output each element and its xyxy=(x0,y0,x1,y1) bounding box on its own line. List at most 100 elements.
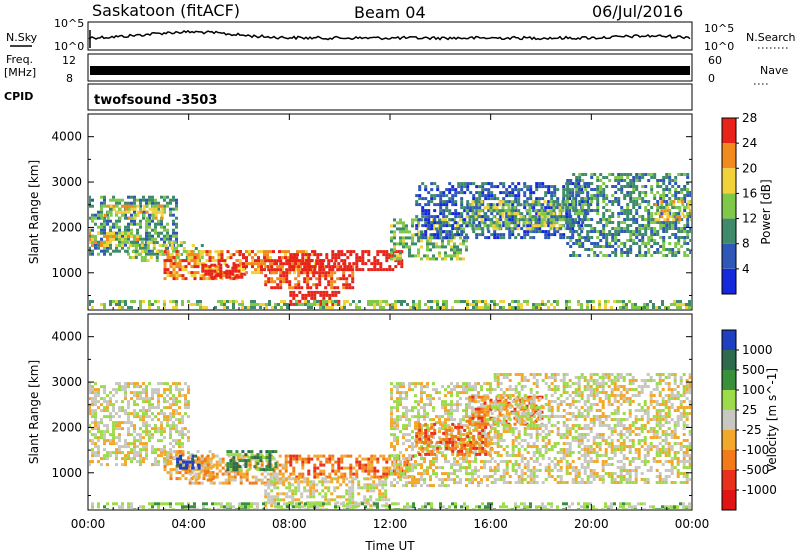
data-cell xyxy=(647,218,651,221)
data-cell xyxy=(445,203,449,207)
data-cell xyxy=(279,283,283,287)
data-cell xyxy=(124,445,127,449)
data-cell xyxy=(175,216,178,220)
data-cell xyxy=(115,225,118,229)
data-cell xyxy=(333,262,337,266)
data-cell xyxy=(327,283,331,287)
data-cell xyxy=(638,230,642,233)
data-cell xyxy=(620,248,624,251)
data-cell xyxy=(373,457,377,461)
data-cell xyxy=(504,221,508,225)
data-cell xyxy=(175,453,179,457)
data-cell xyxy=(303,277,307,281)
data-cell xyxy=(307,268,311,272)
data-cell xyxy=(584,248,588,251)
data-cell xyxy=(360,486,364,490)
data-cell xyxy=(477,203,481,207)
data-cell xyxy=(408,385,411,389)
data-cell xyxy=(148,213,151,217)
data-cell xyxy=(181,421,184,425)
data-cell xyxy=(414,415,417,419)
data-cell xyxy=(175,225,178,229)
data-cell xyxy=(205,250,209,254)
data-cell xyxy=(575,212,579,215)
data-cell xyxy=(224,463,228,467)
data-cell xyxy=(91,385,94,389)
data-cell xyxy=(626,251,630,254)
data-cell xyxy=(327,489,331,493)
data-cell xyxy=(405,457,408,461)
data-cell xyxy=(393,248,396,252)
data-cell xyxy=(169,415,172,419)
data-cell xyxy=(572,197,576,200)
data-cell xyxy=(348,480,352,484)
data-cell xyxy=(155,241,159,244)
data-cell xyxy=(544,236,548,240)
data-cell xyxy=(244,306,247,309)
data-cell xyxy=(175,262,179,266)
data-cell xyxy=(184,400,187,404)
data-cell xyxy=(399,460,402,464)
data-cell xyxy=(370,460,374,464)
data-cell xyxy=(411,382,414,386)
data-cell xyxy=(295,300,298,303)
data-cell xyxy=(526,233,530,237)
data-cell xyxy=(328,296,332,300)
data-cell xyxy=(339,483,343,487)
data-cell xyxy=(679,303,682,306)
data-cell xyxy=(166,459,170,463)
data-cell xyxy=(644,230,648,233)
data-cell xyxy=(121,451,124,455)
data-cell xyxy=(578,173,582,176)
data-cell xyxy=(572,230,576,233)
data-cell xyxy=(163,382,166,386)
data-cell xyxy=(629,239,633,242)
data-cell xyxy=(106,439,109,443)
data-cell xyxy=(298,299,302,303)
data-cell xyxy=(312,489,316,493)
data-cell xyxy=(193,303,196,306)
data-cell xyxy=(543,212,547,216)
data-cell xyxy=(499,182,503,186)
data-cell xyxy=(387,498,391,502)
data-cell xyxy=(523,191,527,195)
data-cell xyxy=(316,466,320,470)
data-cell xyxy=(349,303,352,306)
data-cell xyxy=(348,274,352,278)
data-cell xyxy=(382,300,385,303)
data-cell xyxy=(569,206,573,209)
data-cell xyxy=(388,466,392,470)
data-cell xyxy=(251,481,255,485)
data-cell xyxy=(316,262,320,266)
data-cell xyxy=(325,253,329,257)
data-cell xyxy=(163,234,166,238)
data-cell xyxy=(270,489,274,493)
data-cell xyxy=(680,245,684,248)
data-cell xyxy=(538,303,541,306)
data-cell xyxy=(393,406,396,410)
data-cell xyxy=(160,213,164,217)
data-cell xyxy=(424,236,428,240)
data-cell xyxy=(547,300,550,303)
data-cell xyxy=(136,394,139,398)
data-cell xyxy=(337,268,341,272)
data-cell xyxy=(294,492,298,496)
data-cell xyxy=(220,250,224,254)
data-cell xyxy=(182,460,186,464)
data-cell xyxy=(489,218,493,222)
data-cell xyxy=(145,216,149,220)
data-cell xyxy=(393,245,396,249)
data-cell xyxy=(321,504,325,508)
data-cell xyxy=(626,218,630,221)
data-cell xyxy=(641,242,645,245)
data-cell xyxy=(100,463,103,467)
data-cell xyxy=(457,300,460,303)
data-cell xyxy=(199,277,203,281)
data-cell xyxy=(402,245,405,249)
data-cell xyxy=(414,454,417,458)
data-cell xyxy=(284,469,288,473)
data-cell xyxy=(620,230,624,233)
data-cell xyxy=(522,218,526,222)
data-cell xyxy=(460,182,464,186)
data-cell xyxy=(378,498,382,502)
